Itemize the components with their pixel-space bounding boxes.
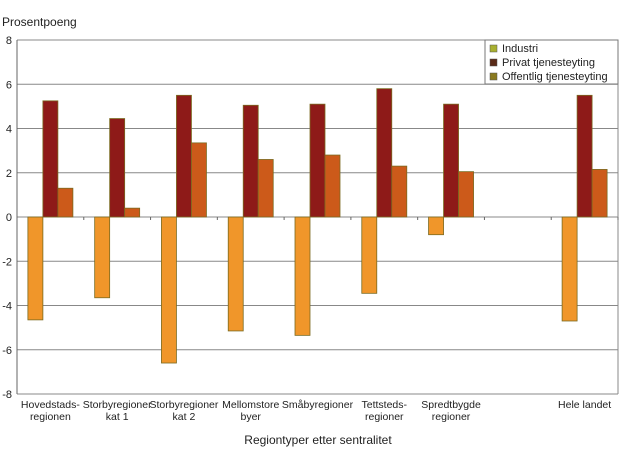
bar-privat-tjenesteyting <box>176 94 192 218</box>
x-tick-label: kat 2 <box>173 411 196 423</box>
legend-swatch <box>489 44 498 53</box>
x-tick-label: regioner <box>432 411 471 423</box>
y-tick-label: 8 <box>6 35 12 47</box>
bar-privat-tjenesteyting <box>576 94 593 218</box>
legend-swatch <box>489 58 498 67</box>
legend: Industri Privat tjenesteyting Offentlig tj… <box>484 39 619 85</box>
y-tick-label: -6 <box>2 345 12 357</box>
bar-privat-tjenesteyting <box>42 100 59 218</box>
bar-offentlig-tjenesteyting <box>591 169 608 218</box>
x-tick-label: Storbyregioner <box>150 399 219 411</box>
bar-industri <box>294 216 311 336</box>
y-tick-label: 0 <box>6 212 12 224</box>
bar-offentlig-tjenesteyting <box>191 142 207 218</box>
bar-industri <box>361 216 378 294</box>
legend-label: Offentlig tjenesteyting <box>502 71 608 83</box>
x-tick-label: byer <box>241 411 262 423</box>
x-tick-label: Storbyregioner <box>83 399 152 411</box>
bar-privat-tjenesteyting <box>242 104 259 218</box>
y-tick-label: 4 <box>6 124 12 136</box>
bar-industri <box>561 216 578 322</box>
legend-label: Industri <box>502 43 538 55</box>
x-tick-label: Spredtbygde <box>421 399 481 411</box>
x-tick-label: Hovedstads- <box>21 399 80 411</box>
legend-swatch <box>489 72 498 81</box>
y-tick-label: -4 <box>2 301 12 313</box>
x-tick-label: kat 1 <box>106 411 129 423</box>
bar-offentlig-tjenesteyting <box>458 171 474 218</box>
bars <box>27 88 608 364</box>
bar-offentlig-tjenesteyting <box>57 187 74 218</box>
y-tick-label: 2 <box>6 168 12 180</box>
legend-box <box>484 39 619 85</box>
legend-label: Privat tjenesteyting <box>502 57 595 69</box>
x-tick-label: Mellomstore <box>222 399 279 411</box>
bar-privat-tjenesteyting <box>309 103 326 218</box>
bar-industri <box>161 216 177 364</box>
bar-industri <box>27 216 44 321</box>
axes: 8 6 4 2 0 -2 -4 -6 -8 Hovedstads-regionen Storbyre… <box>2 35 619 423</box>
x-tick-label: Småbyregioner <box>282 399 354 411</box>
bar-offentlig-tjenesteyting <box>391 165 408 218</box>
bar-industri <box>94 216 111 299</box>
x-tick-label: Tettsteds- <box>362 399 408 411</box>
x-tick-label: regioner <box>365 411 404 423</box>
y-tick-label: -2 <box>2 256 12 268</box>
x-axis-label: Regiontyper etter sentralitet <box>244 433 392 447</box>
y-tick-label: 6 <box>6 79 12 91</box>
x-tick-label: regionen <box>30 411 71 423</box>
bar-offentlig-tjenesteyting <box>324 154 341 218</box>
bar-privat-tjenesteyting <box>443 103 459 218</box>
bar-industri <box>428 216 444 236</box>
bar-offentlig-tjenesteyting <box>124 207 141 218</box>
x-tick-label: Hele landet <box>558 399 611 411</box>
bar-privat-tjenesteyting <box>376 88 393 218</box>
y-tick-label: -8 <box>2 389 12 401</box>
bar-offentlig-tjenesteyting <box>257 159 274 218</box>
y-axis-label: Prosentpoeng <box>2 15 77 29</box>
bar-privat-tjenesteyting <box>109 118 126 218</box>
bar-industri <box>227 216 244 332</box>
